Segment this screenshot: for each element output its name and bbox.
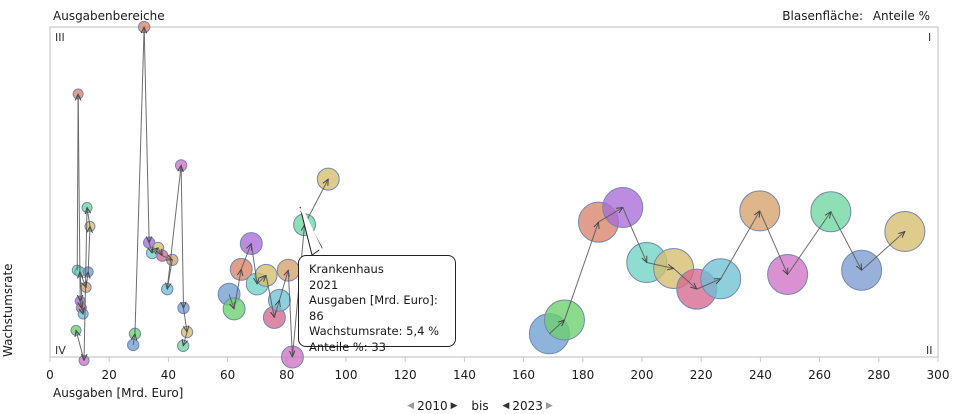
x-tick-label: 180: [571, 368, 594, 382]
x-tick-label: 260: [808, 368, 831, 382]
x-tick-label: 220: [690, 368, 713, 382]
series-bereich-b: [127, 20, 194, 352]
trajectory-arrow: [256, 275, 266, 285]
bubble-size-value[interactable]: Anteile %: [872, 9, 930, 23]
trajectory-arrow: [134, 27, 144, 334]
trajectory-arrow: [240, 244, 251, 270]
x-tick-label: 80: [279, 368, 294, 382]
trajectory-arrow: [696, 279, 721, 290]
trajectory-arrow: [183, 331, 187, 346]
x-tick-label: 140: [453, 368, 476, 382]
trajectory-arrow: [250, 243, 257, 284]
trajectory-arrow: [183, 307, 187, 332]
trajectory-arrow: [787, 212, 831, 275]
trajectory-arrow: [80, 301, 81, 308]
trajectory-arrow: [88, 226, 90, 272]
x-tick-label: 0: [46, 368, 54, 382]
series-bereich-d: [528, 186, 926, 355]
trajectory-arrow: [133, 334, 135, 346]
range-separator: bis: [471, 398, 489, 413]
trajectory-arrow: [143, 26, 149, 243]
quadrant-label-iv: IV: [55, 344, 66, 357]
tooltip-year: 2021: [309, 277, 339, 292]
trajectory-arrow: [166, 165, 181, 290]
trajectory-arrow: [84, 207, 88, 360]
year-range-selector: ◀ 2010 ▶ bis ◀ 2023 ▶: [0, 398, 960, 413]
trajectory-arrow: [304, 179, 329, 225]
bubble-size-legend: Blasenfläche: Anteile %: [782, 9, 930, 23]
to-year[interactable]: 2023: [512, 398, 543, 413]
quadrant-label-i: I: [928, 31, 931, 44]
trajectory-arrow: [549, 320, 564, 335]
x-tick-label: 120: [394, 368, 417, 382]
x-tick-label: 60: [220, 368, 235, 382]
x-tick-label: 20: [102, 368, 117, 382]
trajectory-arrow: [86, 272, 88, 288]
from-prev-year-button[interactable]: ◀: [407, 400, 415, 411]
trajectory-arrow: [720, 211, 760, 280]
y-axis-title: Wachstumsrate: [1, 263, 15, 357]
chart-title: Ausgabenbereiche: [53, 9, 165, 23]
x-axis: 0 20 40 60 80 100 120 140 160 180 200 220 240 260 280 3…: [46, 357, 949, 382]
x-tick-label: 40: [161, 368, 176, 382]
x-tick-label: 100: [335, 368, 358, 382]
trajectory-arrow: [273, 300, 279, 318]
trajectory-arrow: [158, 247, 162, 256]
x-tick-label: 160: [512, 368, 535, 382]
tooltip-x-value: Ausgaben [Mrd. Euro]: 86: [309, 293, 438, 323]
trajectory-arrow: [76, 330, 85, 361]
from-year[interactable]: 2010: [417, 398, 448, 413]
bubble[interactable]: [177, 339, 190, 352]
tooltip-y-value: Wachstumsrate: 5,4 %: [309, 324, 440, 338]
trajectory-arrow: [759, 210, 788, 275]
trajectory-arrow: [78, 94, 80, 301]
to-prev-year-button[interactable]: ◀: [502, 400, 510, 411]
trajectory-arrow: [87, 207, 90, 227]
trajectory-arrow: [287, 270, 292, 357]
bubble-size-label: Blasenfläche:: [782, 9, 863, 23]
plot-frame: [49, 26, 939, 358]
trajectory-arrow: [563, 222, 598, 321]
tooltip-category: Krankenhaus: [309, 262, 384, 276]
trajectory-arrow: [80, 272, 84, 315]
trajectory-arrow: [228, 294, 234, 309]
trajectory-arrow: [622, 207, 647, 262]
tooltip: Krankenhaus 2021 Ausgaben [Mrd. Euro]: 8…: [298, 255, 456, 354]
x-tick-label: 240: [749, 368, 772, 382]
bubble-layer: [70, 20, 926, 369]
trajectory-arrow: [646, 261, 674, 268]
trajectory-arrow: [278, 270, 288, 301]
trajectory-arrow: [265, 275, 274, 317]
trajectory-arrow: [861, 232, 905, 271]
x-axis-title: Ausgaben [Mrd. Euro]: [53, 386, 183, 400]
series-bereich-a: [70, 88, 96, 366]
quadrant-label-ii: II: [926, 344, 933, 357]
from-next-year-button[interactable]: ▶: [450, 400, 458, 411]
x-tick-label: 280: [867, 368, 890, 382]
x-tick-label: 200: [631, 368, 654, 382]
trajectory-arrow: [598, 207, 622, 223]
to-next-year-button[interactable]: ▶: [545, 400, 553, 411]
trajectory-arrow: [673, 268, 697, 289]
trajectory-arrow: [233, 269, 241, 309]
trajectory-arrow: [181, 165, 183, 308]
trajectory-arrow: [830, 211, 862, 270]
tooltip-size-value: Anteile %: 33: [309, 339, 386, 354]
x-tick-label: 300: [927, 368, 950, 382]
quadrant-label-iii: III: [55, 31, 65, 44]
